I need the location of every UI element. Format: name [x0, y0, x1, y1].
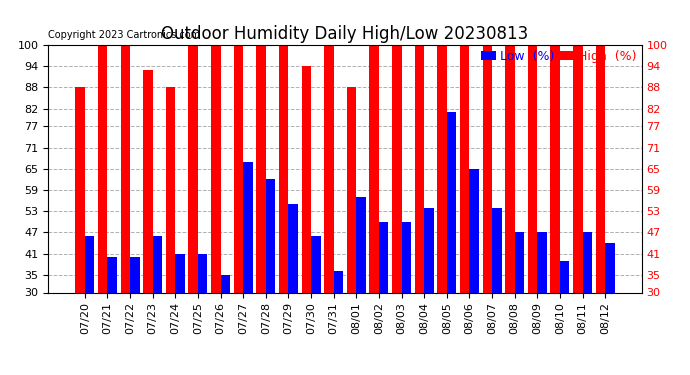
Bar: [424, 208, 434, 292]
Bar: [573, 45, 582, 292]
Bar: [108, 257, 117, 292]
Bar: [234, 45, 243, 292]
Title: Outdoor Humidity Daily High/Low 20230813: Outdoor Humidity Daily High/Low 20230813: [161, 26, 529, 44]
Bar: [482, 45, 492, 292]
Bar: [469, 169, 479, 292]
Bar: [288, 204, 298, 292]
Bar: [528, 45, 538, 292]
Bar: [379, 222, 388, 292]
Bar: [75, 87, 85, 292]
Bar: [143, 70, 152, 292]
Bar: [152, 236, 162, 292]
Bar: [369, 45, 379, 292]
Bar: [98, 45, 108, 292]
Bar: [211, 45, 221, 292]
Bar: [85, 236, 95, 292]
Bar: [582, 232, 592, 292]
Bar: [356, 197, 366, 292]
Bar: [221, 275, 230, 292]
Bar: [198, 254, 208, 292]
Bar: [402, 222, 411, 292]
Bar: [121, 45, 130, 292]
Bar: [505, 45, 515, 292]
Bar: [279, 45, 288, 292]
Bar: [243, 162, 253, 292]
Bar: [605, 243, 615, 292]
Bar: [324, 45, 334, 292]
Text: Copyright 2023 Cartronics.com: Copyright 2023 Cartronics.com: [48, 30, 200, 40]
Bar: [460, 45, 469, 292]
Bar: [551, 45, 560, 292]
Bar: [595, 45, 605, 292]
Bar: [447, 112, 456, 292]
Bar: [347, 87, 356, 292]
Bar: [560, 261, 569, 292]
Bar: [188, 45, 198, 292]
Bar: [166, 87, 175, 292]
Bar: [492, 208, 502, 292]
Bar: [334, 271, 343, 292]
Bar: [256, 45, 266, 292]
Bar: [515, 232, 524, 292]
Bar: [415, 45, 424, 292]
Bar: [392, 45, 402, 292]
Bar: [538, 232, 547, 292]
Bar: [266, 179, 275, 292]
Bar: [437, 45, 447, 292]
Bar: [302, 66, 311, 292]
Legend: Low  (%), High  (%): Low (%), High (%): [476, 45, 642, 68]
Bar: [175, 254, 185, 292]
Bar: [311, 236, 321, 292]
Bar: [130, 257, 139, 292]
